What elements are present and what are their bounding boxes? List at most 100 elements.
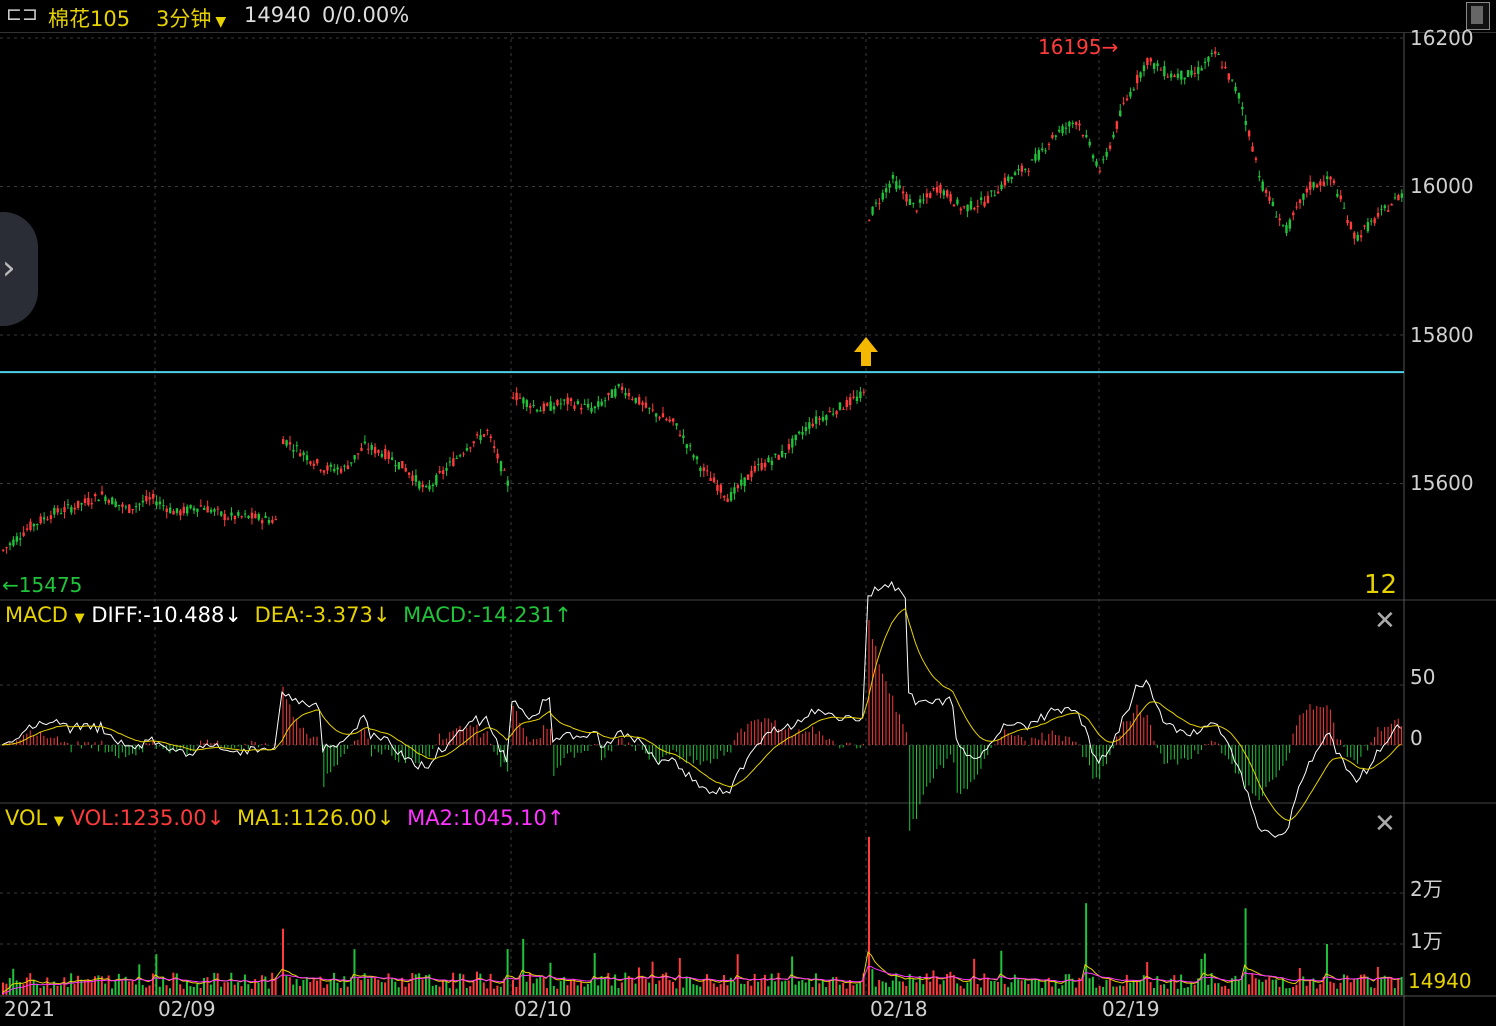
volume-bar <box>237 982 240 995</box>
candle-body <box>939 184 942 194</box>
volume-bar <box>908 974 911 995</box>
volume-bar <box>1278 986 1281 995</box>
candle-body <box>370 445 373 450</box>
volume-bar <box>1285 988 1288 995</box>
candle-body <box>1125 98 1129 101</box>
candle-body <box>757 464 760 466</box>
chevron-down-icon[interactable]: ▼ <box>53 814 64 829</box>
candle-body <box>220 511 223 516</box>
period-selector[interactable]: 3分钟 ▼ <box>156 7 227 31</box>
volume-bar <box>1193 984 1196 995</box>
close-vol-icon[interactable]: ✕ <box>1374 809 1396 839</box>
volume-bar <box>556 988 559 995</box>
volume-bar <box>1163 984 1166 995</box>
candle-body <box>719 484 723 493</box>
close-macd-icon[interactable]: ✕ <box>1374 606 1396 636</box>
symbol-label[interactable]: 棉花105 <box>48 7 131 31</box>
candle-body <box>196 508 199 512</box>
candle-body <box>499 461 503 472</box>
volume-bar <box>942 980 945 995</box>
volume-bar <box>107 975 110 995</box>
candle-body <box>32 524 36 527</box>
volume-bar <box>336 982 339 995</box>
volume-bar <box>189 986 192 995</box>
candle-body <box>489 436 492 438</box>
candle-body <box>956 199 959 205</box>
volume-bar <box>522 938 525 995</box>
candle-body <box>288 442 292 445</box>
candle-body <box>1305 188 1309 193</box>
volume-bar <box>770 973 773 995</box>
volume-bar <box>1237 980 1240 995</box>
volume-bar <box>990 981 993 995</box>
candle-body <box>421 484 424 488</box>
candle-body <box>1224 66 1227 69</box>
volume-bar <box>1336 988 1339 995</box>
candle-body <box>702 467 706 471</box>
macd-indicator-name[interactable]: MACD <box>5 603 68 627</box>
volume-bar <box>1034 978 1037 995</box>
candle-body <box>821 416 825 421</box>
candle-body <box>915 210 918 212</box>
candle-body <box>535 409 539 412</box>
volume-bar <box>740 983 743 995</box>
volume-bar <box>821 980 824 995</box>
volume-bar <box>1356 978 1359 995</box>
volume-bar <box>607 973 610 995</box>
chevron-down-icon[interactable]: ▼ <box>74 611 85 626</box>
candle-body <box>878 203 881 205</box>
candle-body <box>862 391 865 393</box>
volume-bar <box>1268 976 1271 995</box>
volume-bar <box>479 973 482 995</box>
candle-body <box>1244 120 1247 126</box>
candle-body <box>353 455 356 460</box>
candle-body <box>1057 129 1061 132</box>
volume-bar <box>939 984 942 995</box>
volume-bar <box>1190 983 1193 995</box>
candle-body <box>549 401 552 411</box>
volume-bar <box>486 988 489 995</box>
candle-body <box>39 516 42 524</box>
volume-bar <box>1017 979 1020 995</box>
candle-body <box>469 447 472 449</box>
volume-bar <box>469 986 472 995</box>
volume-bar <box>168 988 171 995</box>
candle-body <box>240 516 243 518</box>
volume-bar <box>956 983 959 995</box>
candle-body <box>455 457 458 459</box>
candle-body <box>976 205 979 207</box>
side-panel-toggle[interactable]: › <box>0 212 38 326</box>
maximize-icon[interactable] <box>1466 2 1490 30</box>
candle-body <box>1264 189 1268 193</box>
volume-bar <box>56 985 59 995</box>
vol-indicator-name[interactable]: VOL <box>5 806 48 830</box>
volume-bar <box>482 982 485 995</box>
candle-body <box>1146 58 1149 66</box>
candle-body <box>743 477 746 486</box>
candle-body <box>29 521 32 530</box>
candle-body <box>979 197 983 201</box>
candle-body <box>912 202 915 204</box>
candle-body <box>983 201 986 207</box>
candle-body <box>475 434 479 436</box>
candle-body <box>83 498 87 503</box>
candle-body <box>302 452 305 456</box>
volume-bar <box>141 984 144 995</box>
candle-body <box>94 493 97 497</box>
volume-bar <box>203 977 206 995</box>
volume-bar <box>1176 988 1179 995</box>
candle-body <box>414 475 418 482</box>
candle-body <box>569 398 573 402</box>
candle-body <box>634 397 637 403</box>
candle-body <box>848 397 852 406</box>
diff-line <box>1 580 1401 838</box>
candle-body <box>350 462 353 464</box>
candle-body <box>767 457 770 463</box>
candle-body <box>1227 73 1230 80</box>
volume-bar <box>1197 978 1200 995</box>
candle-body <box>97 499 100 502</box>
candle-body <box>380 453 384 457</box>
switch-contract-icon[interactable]: ⊏⊐ <box>6 3 38 25</box>
volume-bar <box>435 984 438 995</box>
